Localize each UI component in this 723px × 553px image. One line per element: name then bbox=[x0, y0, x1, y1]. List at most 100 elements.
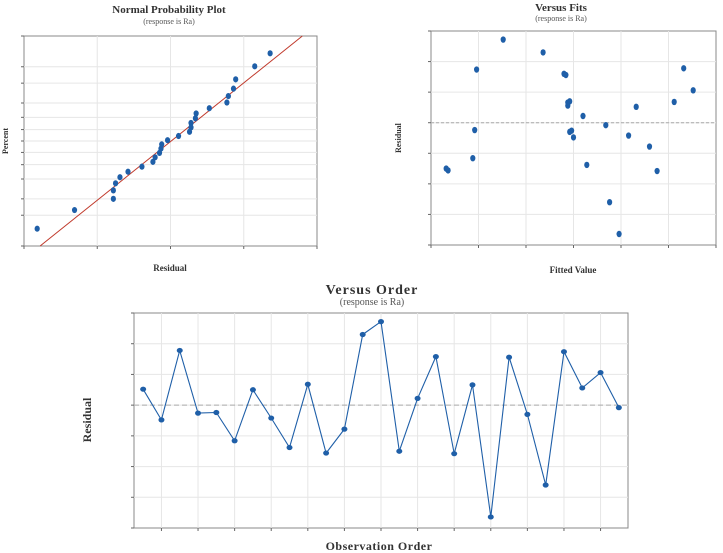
versus-fits-point bbox=[569, 127, 575, 134]
versus-fits-points bbox=[443, 36, 696, 238]
versus-fits-point bbox=[654, 167, 660, 175]
normal-plot-point bbox=[110, 187, 116, 194]
versus-order-point bbox=[506, 354, 513, 360]
versus-fits-y-ticks bbox=[428, 30, 431, 246]
normal-plot-subtitle: (response is Ra) bbox=[143, 17, 195, 26]
normal-plot-point bbox=[152, 154, 158, 161]
normal-plot-point bbox=[175, 132, 182, 140]
versus-order-point bbox=[396, 448, 403, 454]
normal-plot-title: Normal Probability Plot bbox=[112, 4, 226, 16]
versus-order-point bbox=[359, 331, 366, 338]
normal-plot-point bbox=[159, 141, 165, 148]
versus-order-point bbox=[579, 385, 586, 391]
versus-fits-point bbox=[626, 132, 632, 139]
normal-plot-point bbox=[139, 163, 145, 170]
versus-fits-plot: Versus Fits (response is Ra) Fitted Valu… bbox=[394, 2, 717, 275]
versus-order-point bbox=[268, 415, 275, 421]
versus-order-point bbox=[323, 450, 330, 456]
versus-fits-title: Versus Fits bbox=[535, 2, 588, 14]
normal-plot-point bbox=[71, 206, 78, 214]
versus-order-point bbox=[469, 382, 476, 388]
versus-fits-point bbox=[584, 161, 590, 169]
normal-plot-point bbox=[125, 168, 131, 175]
versus-fits-point bbox=[580, 112, 586, 120]
versus-order-point bbox=[487, 514, 494, 520]
versus-fits-x-ticks bbox=[430, 245, 717, 248]
versus-order-point bbox=[140, 386, 147, 392]
versus-fits-point bbox=[570, 134, 577, 141]
versus-fits-point bbox=[633, 103, 639, 111]
normal-plot-point bbox=[193, 110, 199, 117]
normal-plot-point bbox=[224, 99, 230, 106]
versus-order-point bbox=[378, 319, 384, 325]
versus-order-point bbox=[249, 387, 256, 393]
normal-plot-y-ticks bbox=[21, 35, 24, 247]
versus-order-point bbox=[451, 451, 458, 457]
normal-plot-fit-line bbox=[39, 35, 303, 247]
normal-plot-y-label: Percent bbox=[1, 128, 10, 154]
normal-plot-point bbox=[150, 158, 156, 165]
versus-fits-point bbox=[445, 167, 451, 174]
versus-fits-point bbox=[470, 154, 476, 162]
normal-plot-grid bbox=[24, 36, 317, 246]
normal-plot-point bbox=[164, 137, 171, 144]
versus-order-point bbox=[560, 349, 567, 355]
versus-order-y-ticks bbox=[131, 312, 134, 529]
versus-fits-point bbox=[567, 98, 573, 105]
versus-order-point bbox=[524, 411, 531, 417]
versus-order-point bbox=[195, 410, 202, 416]
versus-fits-point bbox=[690, 87, 696, 94]
versus-order-title: Versus Order bbox=[326, 283, 419, 298]
versus-fits-x-label: Fitted Value bbox=[550, 265, 597, 275]
versus-order-point bbox=[597, 369, 604, 376]
versus-order-point bbox=[176, 347, 183, 354]
versus-fits-point bbox=[472, 126, 478, 134]
normal-plot-point bbox=[206, 105, 212, 112]
versus-order-point bbox=[414, 395, 421, 401]
versus-order-point bbox=[286, 444, 293, 451]
versus-order-point bbox=[158, 417, 165, 423]
versus-fits-y-label: Residual bbox=[394, 122, 403, 153]
versus-order-grid bbox=[134, 313, 628, 528]
versus-order-point bbox=[341, 426, 348, 432]
versus-order-x-label: Observation Order bbox=[326, 539, 433, 553]
versus-fits-point bbox=[671, 98, 677, 106]
normal-probability-plot: Normal Probability Plot (response is Ra)… bbox=[1, 4, 318, 273]
versus-order-point bbox=[615, 405, 622, 411]
normal-plot-point bbox=[225, 93, 231, 100]
versus-order-point bbox=[542, 482, 549, 488]
normal-plot-point bbox=[230, 85, 237, 92]
versus-fits-point bbox=[603, 121, 609, 129]
normal-plot-point bbox=[192, 115, 199, 122]
versus-fits-point bbox=[616, 230, 622, 238]
normal-plot-point bbox=[188, 124, 194, 131]
normal-plot-point bbox=[112, 180, 119, 187]
normal-plot-point bbox=[117, 174, 123, 181]
normal-plot-x-label: Residual bbox=[153, 263, 187, 273]
versus-order-point bbox=[213, 409, 220, 416]
versus-fits-point bbox=[500, 36, 506, 43]
versus-fits-point bbox=[681, 65, 687, 72]
versus-fits-point bbox=[474, 66, 480, 73]
versus-fits-point bbox=[563, 71, 569, 79]
versus-fits-point bbox=[646, 143, 653, 150]
normal-plot-point bbox=[188, 119, 194, 127]
normal-plot-point bbox=[110, 195, 116, 202]
versus-fits-point bbox=[540, 49, 546, 56]
normal-plot-point bbox=[252, 63, 258, 70]
versus-order-x-ticks bbox=[160, 528, 602, 531]
versus-order-plot: Versus Order (response is Ra) Observatio… bbox=[80, 283, 629, 553]
versus-order-subtitle: (response is Ra) bbox=[340, 297, 404, 308]
versus-fits-point bbox=[607, 199, 613, 206]
normal-plot-point bbox=[267, 50, 273, 57]
versus-order-point bbox=[304, 381, 311, 387]
versus-order-point bbox=[432, 354, 439, 360]
versus-fits-subtitle: (response is Ra) bbox=[535, 14, 587, 23]
normal-plot-point bbox=[34, 225, 40, 232]
versus-order-point bbox=[231, 438, 238, 444]
normal-plot-point bbox=[233, 76, 239, 83]
normal-plot-fit-segment bbox=[39, 35, 303, 247]
versus-order-y-label: Residual bbox=[80, 397, 94, 442]
normal-plot-points bbox=[34, 50, 273, 232]
